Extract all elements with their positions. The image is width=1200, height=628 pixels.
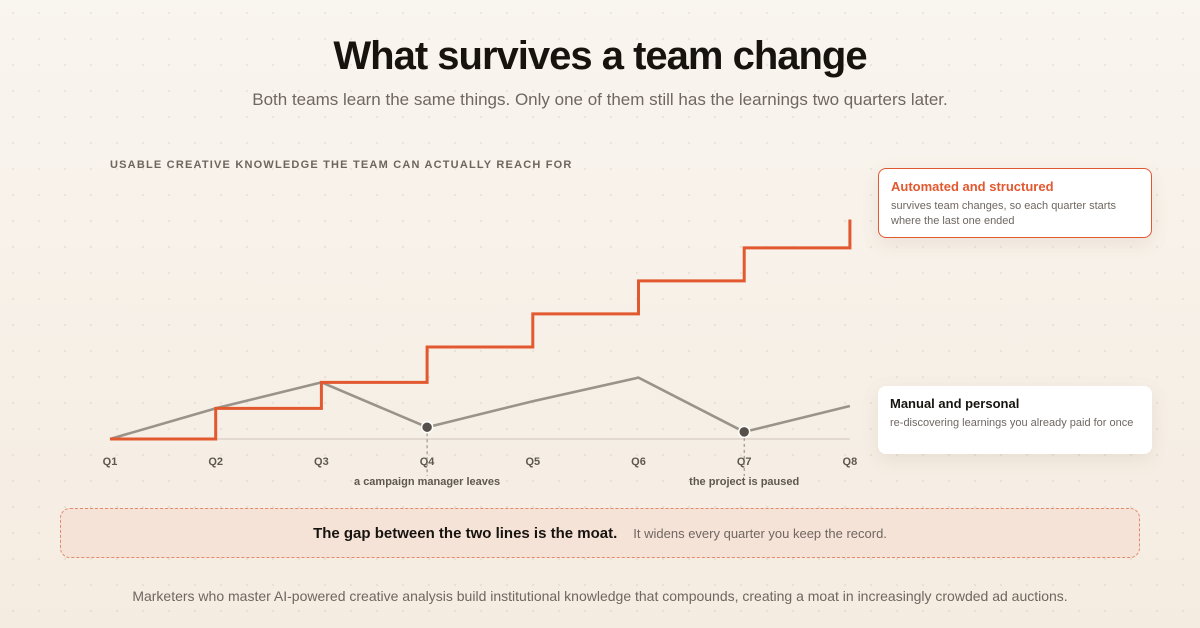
legend-automated-name: Automated and structured — [891, 179, 1054, 194]
legend-manual-name: Manual and personal — [890, 396, 1020, 411]
x-tick-label-q8: Q8 — [843, 456, 858, 468]
legend-automated-description: survives team changes, so each quarter s… — [891, 200, 1116, 227]
x-tick-label-q5: Q5 — [525, 456, 540, 468]
chart-y-label: USABLE CREATIVE KNOWLEDGE THE TEAM CAN A… — [110, 159, 573, 171]
x-tick-label-q1: Q1 — [103, 456, 118, 468]
callout-note: It widens every quarter you keep the rec… — [633, 525, 887, 541]
page-title: What survives a team change — [333, 34, 867, 78]
annotation-marker-q7 — [737, 425, 751, 439]
x-tick-label-q4: Q4 — [420, 456, 436, 468]
x-tick-label-q3: Q3 — [314, 456, 329, 468]
footer-text: Marketers who master AI-powered creative… — [132, 588, 1068, 604]
x-tick-label-q2: Q2 — [208, 456, 223, 468]
moat-callout: The gap between the two lines is the moa… — [60, 508, 1140, 558]
annotation-marker-q4 — [420, 420, 434, 434]
legend-manual-description: re-discovering learnings you already pai… — [890, 417, 1134, 429]
annotation-label-q7: the project is paused — [689, 476, 799, 488]
legend-automated: Automated and structured survives team c… — [878, 168, 1152, 238]
series-automated-step-line — [110, 219, 852, 441]
callout-headline: The gap between the two lines is the moa… — [313, 524, 618, 542]
annotation-label-q4: a campaign manager leaves — [354, 476, 500, 488]
legend-manual: Manual and personal re-discovering learn… — [878, 386, 1152, 454]
x-tick-label-q6: Q6 — [631, 456, 646, 468]
series-manual-line — [109, 376, 851, 441]
page-subtitle: Both teams learn the same things. Only o… — [252, 90, 948, 109]
